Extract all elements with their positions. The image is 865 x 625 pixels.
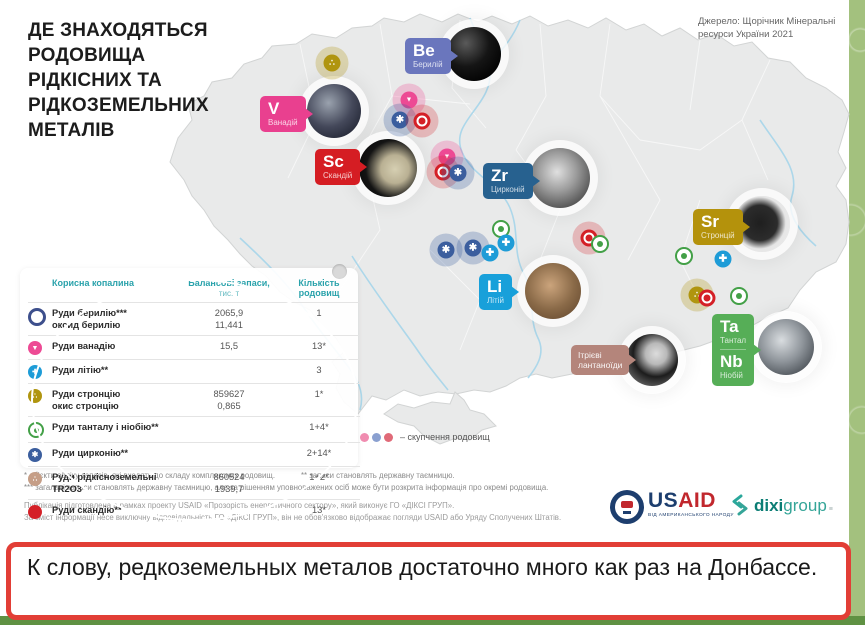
cluster-legend: – скупчення родовищ	[360, 432, 490, 442]
deposit-marker-navyast: ✱	[391, 111, 409, 129]
tantalum-niobium-rock-photo	[758, 319, 814, 375]
col-mineral: Корисна копалина	[52, 278, 134, 288]
deposit-marker-greenring	[675, 247, 693, 265]
deposit-marker-greenring	[730, 287, 748, 305]
deposit-marker-navyast: ✱	[437, 241, 455, 259]
deposit-marker-pink: ▼	[400, 91, 418, 109]
post-caption-box: К слову, редкоземельных металов достаточ…	[6, 542, 851, 620]
deposit-marker-navyast: ✱	[449, 164, 467, 182]
legend-label: – скупчення родовищ	[400, 432, 490, 442]
usaid-logo: USAID ВІД АМЕРИКАНСЬКОГО НАРОДУ	[610, 490, 734, 524]
deposit-marker-bluecross: ✚	[481, 244, 499, 262]
deposit-marker-greenring	[591, 235, 609, 253]
post-caption-text: К слову, редкоземельных металов достаточ…	[27, 554, 818, 580]
badge-beryllium: Be Берилій	[405, 38, 457, 75]
infographic-title: ДЕ ЗНАХОДЯТЬСЯ РОДОВИЩА РІДКІСНИХ ТА РІД…	[28, 20, 209, 142]
page-background-strip	[849, 0, 865, 625]
usaid-tagline: ВІД АМЕРИКАНСЬКОГО НАРОДУ	[648, 513, 734, 518]
rare-earth-ore-icon: ∴	[28, 472, 42, 487]
page-bottom-bar	[0, 616, 865, 625]
deposit-marker-bluecross: ✚	[714, 250, 732, 268]
deposit-marker-redring	[698, 289, 716, 307]
vanadium-rock-photo	[307, 84, 361, 138]
source-attribution: Джерело: Щорічник Мінеральні ресурси Укр…	[698, 16, 836, 40]
usaid-seal-icon	[610, 490, 644, 524]
legend-dot-pink	[360, 432, 369, 442]
lithium-rock-photo	[525, 263, 581, 319]
badge-tantalum-niobium: Ta Тантал Nb Ніобій	[712, 314, 762, 386]
deposit-marker-olive: ∴	[323, 54, 341, 72]
table-row: Руди скандію** 13*	[28, 499, 360, 523]
beryllium-ore-icon	[28, 308, 46, 326]
legend-dot-red	[384, 432, 393, 442]
deposit-marker-navyast: ✱	[464, 239, 482, 257]
dixigroup-logo: dixigroup ≡	[730, 494, 833, 516]
scandium-rock-photo	[359, 139, 417, 197]
badge-scandium: Sc Скандій	[315, 149, 368, 186]
vanadium-ore-icon: ▼	[28, 341, 42, 356]
badge-yttrium-lanthanoids: Ітрієві лантаноїди	[571, 345, 637, 376]
col-count: Кількість родовищ	[298, 278, 340, 298]
deposit-marker-bluecross: ✚	[497, 234, 515, 252]
zirconium-ore-icon: ✱	[28, 448, 42, 463]
deposit-marker-redring	[413, 112, 431, 130]
scandium-ore-icon	[28, 505, 42, 520]
badge-strontium: Sr Стронцій	[693, 209, 750, 246]
dixigroup-icon	[732, 494, 748, 516]
legend-dot-blue	[372, 432, 381, 442]
reserves-table: Корисна копалина Балансові запаси, тис. …	[28, 276, 360, 523]
infographic-panel: ДЕ ЗНАХОДЯТЬСЯ РОДОВИЩА РІДКІСНИХ ТА РІД…	[0, 0, 850, 542]
badge-zirconium: Zr Цирконій	[483, 163, 540, 200]
badge-lithium: Li Літій	[479, 274, 519, 311]
